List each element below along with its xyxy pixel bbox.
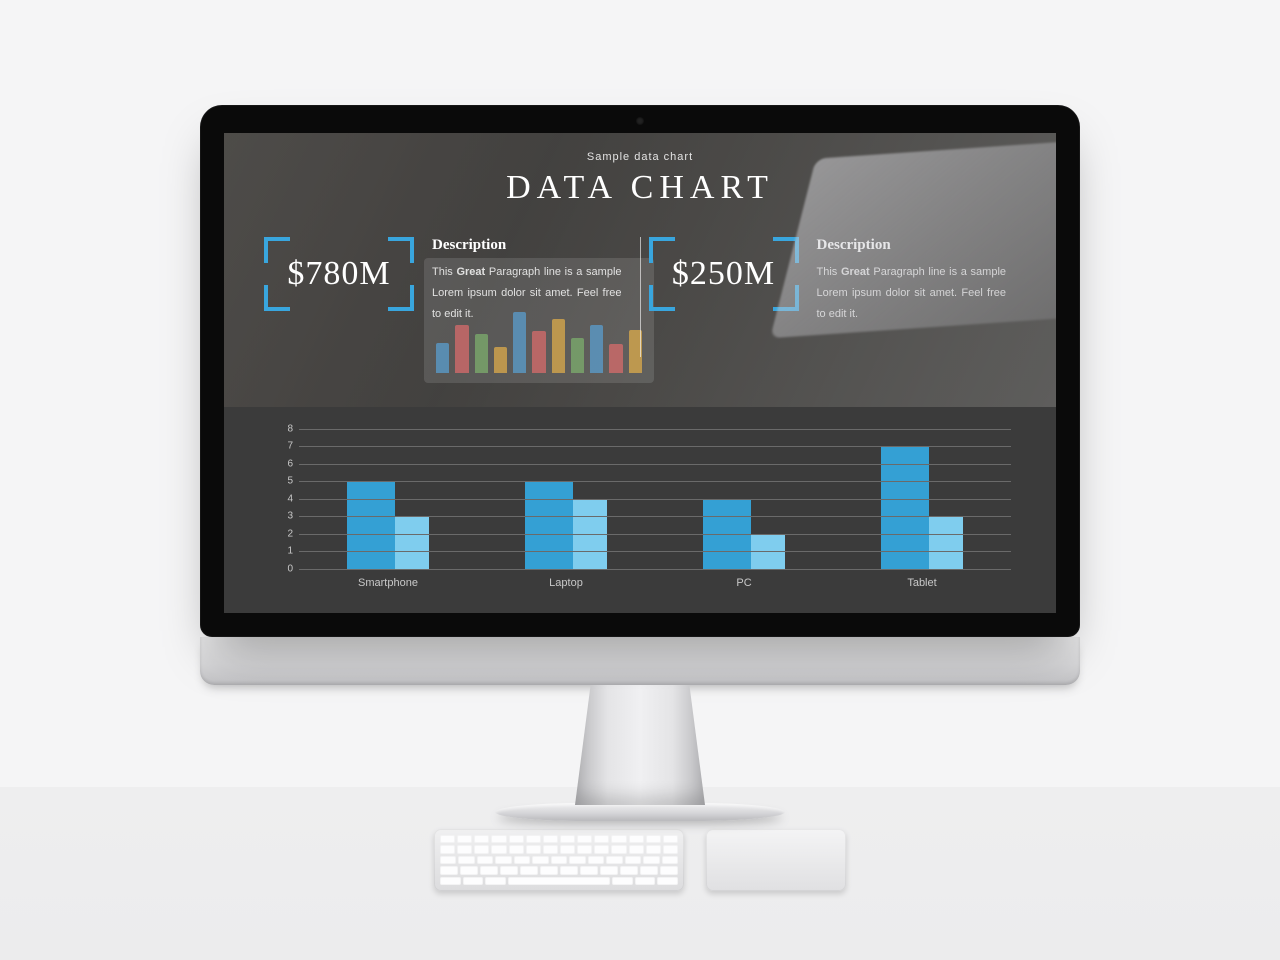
- webcam-dot: [636, 117, 644, 125]
- chart-xtick-label: PC: [736, 577, 751, 589]
- metric-description-2: Description This Great Paragraph line is…: [817, 237, 1017, 325]
- bar-chart: Smartphone Laptop PC Tablet 0 1 2 3 4 5 6 7 8: [224, 407, 1056, 613]
- chart-gridline: [299, 569, 1011, 570]
- metrics-row: $780M Description This Great Paragraph l…: [264, 237, 1016, 357]
- vertical-divider: [640, 237, 641, 357]
- trackpad: [706, 829, 846, 891]
- chart-gridline: [299, 499, 1011, 500]
- monitor-mockup: Sample data chart DATA CHART $780M: [200, 105, 1080, 821]
- bracket-corner-bl: [264, 285, 290, 311]
- chart-bar: [525, 481, 573, 569]
- chart-gridline: [299, 534, 1011, 535]
- chart-gridline: [299, 446, 1011, 447]
- bracket-corner-br: [388, 285, 414, 311]
- chart-ytick-label: 1: [277, 546, 293, 557]
- metric-block-2: $250M Description This Great Paragraph l…: [649, 237, 1017, 357]
- stat-frame-2: $250M: [649, 237, 799, 311]
- description-body-2: This Great Paragraph line is a sample Lo…: [817, 262, 1007, 325]
- chart-ytick-label: 3: [277, 511, 293, 522]
- chart-ytick-label: 5: [277, 476, 293, 487]
- chart-ytick-label: 8: [277, 423, 293, 434]
- monitor-bezel: Sample data chart DATA CHART $780M: [200, 105, 1080, 637]
- slide-title: DATA CHART: [264, 169, 1016, 207]
- description-heading-1: Description: [432, 237, 622, 254]
- desk-accessories: [434, 829, 846, 891]
- chart-gridline: [299, 464, 1011, 465]
- description-body-1: This Great Paragraph line is a sample Lo…: [432, 262, 622, 325]
- monitor-stand-base: [495, 803, 785, 821]
- bracket-corner-tl: [264, 237, 290, 263]
- keyboard: [434, 829, 684, 891]
- bracket-corner-br: [773, 285, 799, 311]
- chart-xtick-label: Laptop: [549, 577, 583, 589]
- metric-block-1: $780M Description This Great Paragraph l…: [264, 237, 632, 357]
- chart-gridline: [299, 429, 1011, 430]
- chart-gridline: [299, 516, 1011, 517]
- bracket-corner-bl: [649, 285, 675, 311]
- bracket-corner-tr: [773, 237, 799, 263]
- bracket-corner-tr: [388, 237, 414, 263]
- chart-bar: [395, 516, 429, 569]
- stat-frame-1: $780M: [264, 237, 414, 311]
- chart-ytick-label: 4: [277, 493, 293, 504]
- chart-gridline: [299, 551, 1011, 552]
- monitor-stand-neck: [575, 685, 705, 805]
- chart-ytick-label: 0: [277, 563, 293, 574]
- chart-gridline: [299, 481, 1011, 482]
- bracket-corner-tl: [649, 237, 675, 263]
- presentation-slide: Sample data chart DATA CHART $780M: [224, 133, 1056, 613]
- chart-ytick-label: 6: [277, 458, 293, 469]
- chart-ytick-label: 2: [277, 528, 293, 539]
- stat-value-2: $250M: [663, 255, 785, 293]
- hero-section: Sample data chart DATA CHART $780M: [224, 133, 1056, 407]
- chart-ytick-label: 7: [277, 441, 293, 452]
- monitor-chin: [200, 637, 1080, 685]
- chart-bar: [929, 516, 963, 569]
- description-heading-2: Description: [817, 237, 1007, 254]
- chart-xtick-label: Smartphone: [358, 577, 418, 589]
- chart-xtick-label: Tablet: [907, 577, 936, 589]
- stat-value-1: $780M: [278, 255, 400, 293]
- slide-subtitle: Sample data chart: [264, 151, 1016, 163]
- chart-bar: [347, 481, 395, 569]
- chart-plot-area: SmartphoneLaptopPCTablet 012345678: [299, 429, 1011, 569]
- metric-description-1: Description This Great Paragraph line is…: [432, 237, 632, 325]
